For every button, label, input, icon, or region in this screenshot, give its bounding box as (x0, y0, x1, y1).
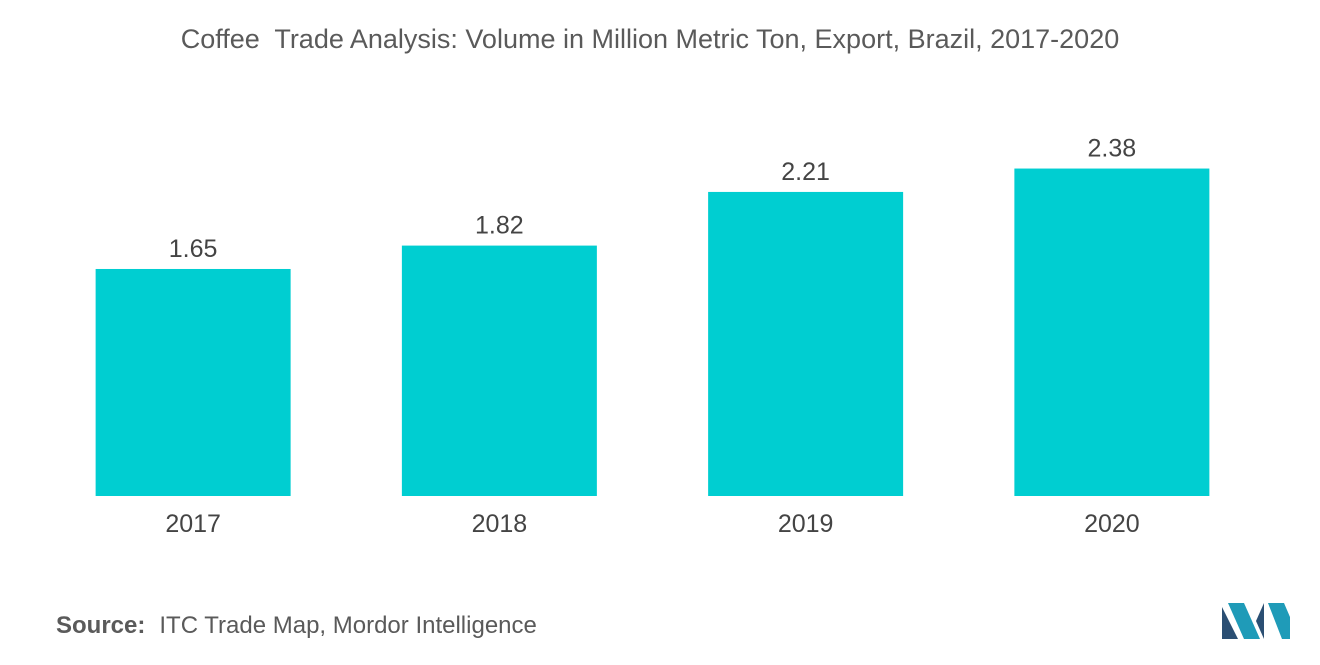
x-tick-label-2017: 2017 (165, 510, 221, 538)
x-tick-label-2020: 2020 (1084, 510, 1140, 538)
source-text: ITC Trade Map, Mordor Intelligence (159, 612, 537, 639)
bars-group (95, 168, 1210, 496)
mordor-intelligence-logo-icon (1222, 603, 1290, 639)
bar-2018 (401, 245, 597, 496)
bar-value-label-2020: 2.38 (1088, 135, 1137, 163)
x-tick-label-2019: 2019 (778, 510, 834, 538)
x-tick-label-2018: 2018 (472, 510, 528, 538)
bar-value-label-2018: 1.82 (475, 212, 524, 240)
bar-2019 (708, 191, 904, 496)
bar-value-label-2017: 1.65 (169, 235, 218, 263)
value-labels-group: 1.65 1.82 2.21 2.38 (169, 135, 1136, 263)
bar-2017 (95, 268, 291, 496)
source-note: Source: ITC Trade Map, Mordor Intelligenc… (56, 612, 537, 640)
x-axis-tick-labels: 2017 2018 2019 2020 (165, 510, 1139, 538)
source-label: Source: (56, 612, 146, 639)
bar-value-label-2019: 2.21 (781, 158, 830, 186)
chart-title: Coffee Trade Analysis: Volume in Million… (180, 24, 1120, 54)
bar-2020 (1014, 168, 1210, 496)
